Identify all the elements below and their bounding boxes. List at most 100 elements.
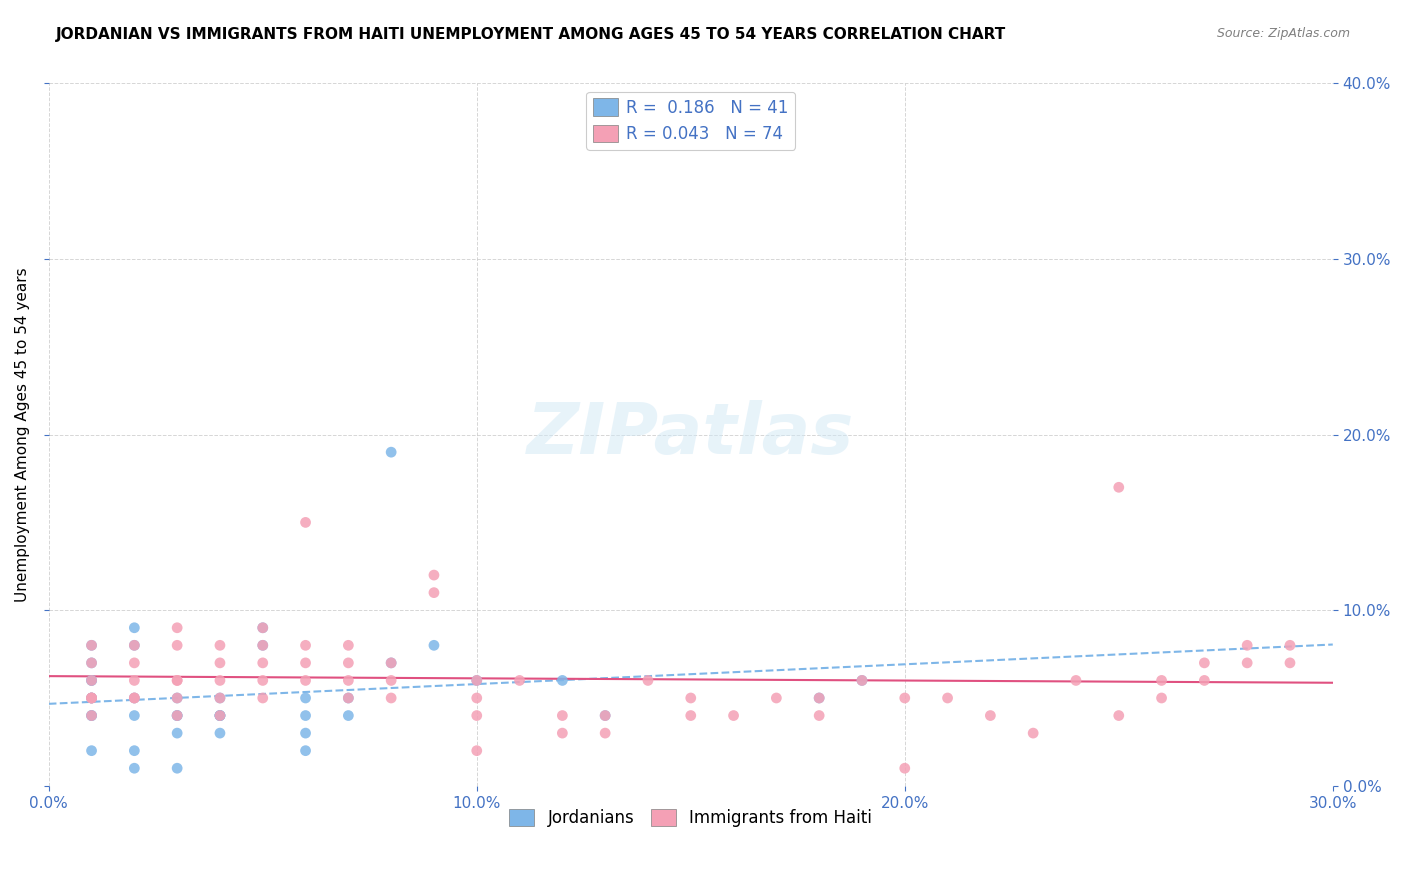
Point <box>80 708 103 723</box>
Point <box>124 744 146 758</box>
Point <box>208 691 231 706</box>
Point <box>124 761 146 775</box>
Point <box>294 708 316 723</box>
Point <box>208 708 231 723</box>
Point <box>380 656 402 670</box>
Point <box>551 673 574 688</box>
Point <box>208 726 231 740</box>
Point <box>1194 656 1216 670</box>
Point <box>1194 673 1216 688</box>
Point <box>465 708 488 723</box>
Point <box>1108 480 1130 494</box>
Point <box>337 638 360 652</box>
Point <box>166 761 188 775</box>
Text: ZIPatlas: ZIPatlas <box>527 401 855 469</box>
Point <box>1236 638 1258 652</box>
Point <box>80 691 103 706</box>
Point <box>294 691 316 706</box>
Text: Source: ZipAtlas.com: Source: ZipAtlas.com <box>1216 27 1350 40</box>
Point <box>294 516 316 530</box>
Point <box>80 638 103 652</box>
Point <box>423 585 446 599</box>
Point <box>808 691 831 706</box>
Point <box>252 621 274 635</box>
Point <box>166 726 188 740</box>
Point <box>294 638 316 652</box>
Point <box>423 638 446 652</box>
Point <box>124 691 146 706</box>
Legend: Jordanians, Immigrants from Haiti: Jordanians, Immigrants from Haiti <box>502 802 879 834</box>
Point <box>851 673 873 688</box>
Point <box>208 708 231 723</box>
Point <box>593 708 616 723</box>
Point <box>124 638 146 652</box>
Point <box>337 691 360 706</box>
Point <box>1022 726 1045 740</box>
Point <box>166 673 188 688</box>
Point <box>337 673 360 688</box>
Point <box>80 708 103 723</box>
Point <box>166 708 188 723</box>
Point <box>80 656 103 670</box>
Point <box>465 673 488 688</box>
Point <box>166 621 188 635</box>
Point <box>80 744 103 758</box>
Point <box>380 673 402 688</box>
Point <box>1064 673 1087 688</box>
Point <box>166 673 188 688</box>
Point <box>465 691 488 706</box>
Point <box>1278 638 1301 652</box>
Point <box>294 726 316 740</box>
Point <box>80 691 103 706</box>
Point <box>166 691 188 706</box>
Text: JORDANIAN VS IMMIGRANTS FROM HAITI UNEMPLOYMENT AMONG AGES 45 TO 54 YEARS CORREL: JORDANIAN VS IMMIGRANTS FROM HAITI UNEMP… <box>56 27 1007 42</box>
Point <box>380 656 402 670</box>
Point <box>1150 691 1173 706</box>
Point <box>851 673 873 688</box>
Point <box>679 708 702 723</box>
Point <box>208 708 231 723</box>
Point <box>465 673 488 688</box>
Point <box>294 656 316 670</box>
Point <box>124 691 146 706</box>
Point <box>723 708 745 723</box>
Point <box>894 761 917 775</box>
Point <box>166 638 188 652</box>
Point <box>979 708 1001 723</box>
Point <box>509 673 531 688</box>
Point <box>593 708 616 723</box>
Point <box>294 673 316 688</box>
Point <box>124 638 146 652</box>
Point <box>124 708 146 723</box>
Point <box>380 691 402 706</box>
Point <box>80 638 103 652</box>
Point <box>80 673 103 688</box>
Point <box>1108 708 1130 723</box>
Point <box>337 691 360 706</box>
Point <box>337 708 360 723</box>
Point <box>252 656 274 670</box>
Point <box>80 673 103 688</box>
Point <box>423 568 446 582</box>
Point <box>252 673 274 688</box>
Point <box>80 656 103 670</box>
Point <box>337 656 360 670</box>
Point <box>551 726 574 740</box>
Point <box>679 691 702 706</box>
Point <box>1278 656 1301 670</box>
Point <box>252 691 274 706</box>
Point <box>166 708 188 723</box>
Point <box>166 691 188 706</box>
Point <box>124 691 146 706</box>
Point <box>124 673 146 688</box>
Point <box>80 691 103 706</box>
Point <box>124 656 146 670</box>
Point <box>208 691 231 706</box>
Point <box>252 621 274 635</box>
Point <box>551 708 574 723</box>
Point <box>208 708 231 723</box>
Point <box>1150 673 1173 688</box>
Point <box>765 691 787 706</box>
Point <box>808 708 831 723</box>
Point <box>208 656 231 670</box>
